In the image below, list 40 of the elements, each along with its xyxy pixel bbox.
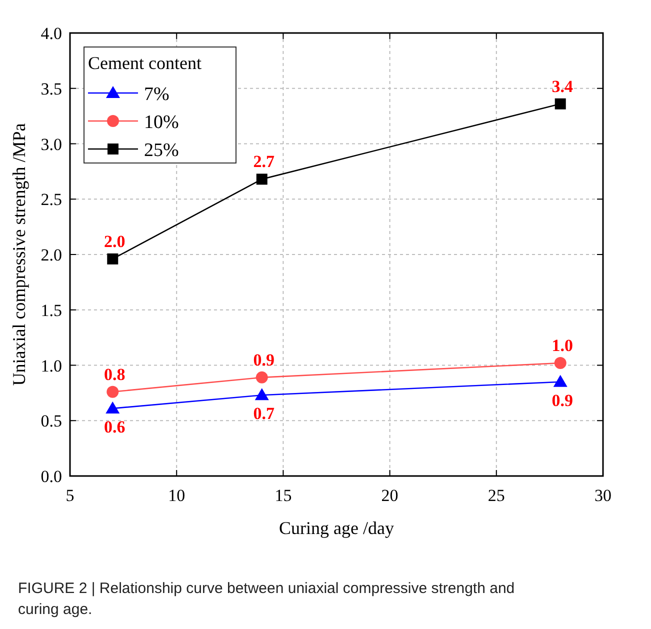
data-label: 1.0 (552, 336, 573, 356)
x-tick-label: 15 (274, 486, 292, 505)
data-label: 3.4 (552, 76, 574, 96)
data-label: 0.9 (253, 350, 275, 370)
y-tick-label: 2.5 (40, 190, 62, 210)
y-tick-label: 1.0 (40, 356, 62, 376)
y-tick-label: 3.5 (40, 79, 62, 98)
point (256, 371, 268, 384)
data-label: 2.0 (104, 232, 126, 251)
y-tick-label: 1.5 (40, 300, 62, 320)
y-axis-title: Uniaxial compressive strength /MPa (9, 123, 29, 386)
x-tick-label: 20 (381, 486, 398, 505)
point (256, 174, 268, 185)
x-tick-label: 10 (168, 486, 186, 505)
point (106, 401, 120, 414)
x-tick-label: 25 (488, 486, 505, 505)
data-label: 0.9 (552, 390, 573, 410)
y-tick-label: 0.0 (40, 467, 62, 486)
y-tick-label: 0.5 (40, 412, 62, 431)
point (554, 357, 566, 370)
x-axis-title: Curing age /day (279, 518, 394, 538)
legend-label: 10% (144, 112, 179, 133)
point (254, 388, 269, 400)
data-label: 0.7 (253, 404, 276, 424)
caption: FIGURE 2 | Relationship curve between uniaxial compressive strength and curing age. (18, 579, 516, 620)
legend-label: 25% (144, 140, 179, 161)
data-label: 2.7 (253, 152, 276, 172)
point (553, 374, 568, 387)
legend-title: Cement content (88, 53, 202, 73)
legend-label: 7% (144, 84, 170, 105)
x-tick-label: 30 (594, 486, 612, 505)
y-tick-label: 2.0 (40, 246, 62, 264)
y-tick-label: 4.0 (40, 24, 62, 43)
point (107, 253, 118, 264)
point (106, 386, 119, 398)
point (554, 98, 566, 110)
data-label: 0.8 (104, 364, 126, 384)
x-tick-label: 5 (66, 486, 74, 505)
y-tick-label: 3.0 (40, 134, 62, 154)
data-label: 0.6 (104, 417, 126, 436)
